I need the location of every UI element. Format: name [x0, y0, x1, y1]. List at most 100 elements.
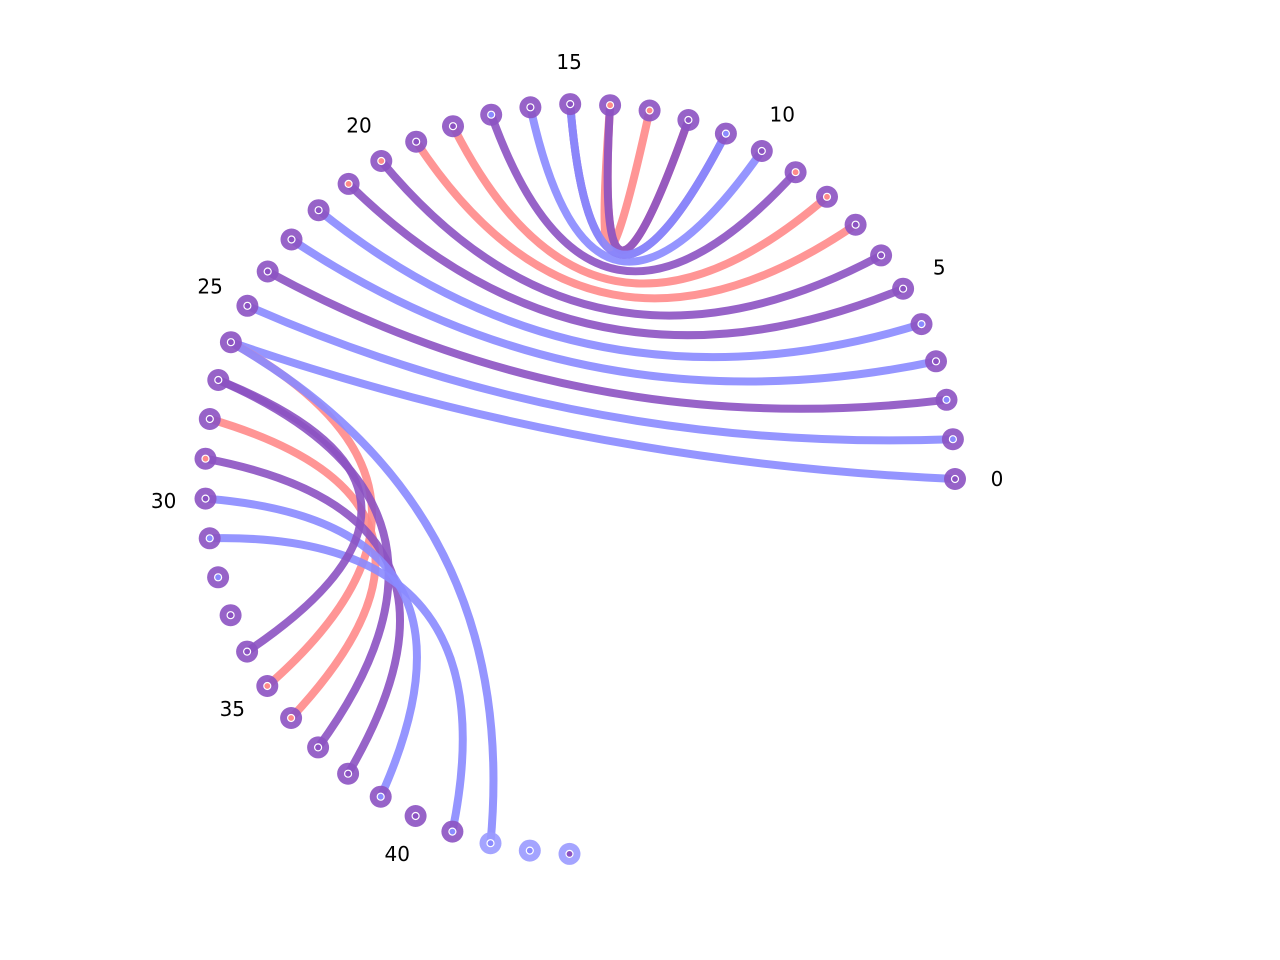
tick-label-35: 35	[220, 697, 245, 721]
node-center	[214, 573, 223, 582]
node-4	[910, 313, 933, 336]
edge-7-19	[412, 137, 860, 303]
node-40	[404, 805, 427, 827]
node-13	[638, 99, 661, 122]
node-center	[950, 474, 960, 484]
node-11	[714, 122, 737, 145]
edge-31-41	[205, 534, 467, 836]
node-center	[287, 713, 296, 723]
node-33	[219, 604, 242, 627]
edge-10-16	[526, 103, 766, 266]
node-center	[565, 849, 574, 859]
node-center	[486, 839, 495, 848]
node-10	[750, 140, 773, 162]
node-center	[377, 156, 386, 166]
edge-3-23	[287, 235, 940, 386]
node-24	[256, 260, 279, 283]
node-20	[370, 150, 393, 172]
node-center	[314, 206, 323, 215]
edge-8-18	[449, 122, 831, 288]
node-center	[448, 827, 457, 836]
node-44	[558, 842, 581, 865]
node-center	[757, 146, 766, 156]
node-center	[205, 534, 214, 543]
node-12	[677, 109, 700, 131]
node-center	[876, 251, 886, 260]
node-center	[412, 137, 421, 146]
node-center	[917, 320, 926, 329]
node-18	[442, 115, 464, 138]
node-center	[344, 179, 353, 188]
node-27	[207, 369, 230, 391]
node-0	[944, 468, 966, 490]
tick-label-5: 5	[933, 255, 946, 279]
node-25	[236, 294, 259, 317]
node-layer	[194, 93, 966, 865]
node-center	[214, 375, 223, 385]
node-center	[411, 811, 420, 821]
node-28	[198, 408, 221, 430]
node-35	[256, 675, 279, 697]
node-31	[198, 527, 221, 550]
node-center	[487, 110, 496, 119]
tick-label-20: 20	[346, 113, 371, 137]
tick-label-10: 10	[769, 102, 794, 126]
node-center	[931, 357, 941, 366]
node-center	[948, 435, 958, 444]
node-39	[369, 785, 392, 808]
node-3	[925, 350, 947, 373]
tick-label-0: 0	[991, 467, 1004, 491]
edge-6-20	[377, 157, 886, 320]
node-center	[226, 338, 235, 347]
node-center	[243, 301, 252, 310]
node-center	[287, 235, 296, 244]
node-center	[851, 220, 860, 229]
node-42	[479, 832, 502, 855]
edge-4-22	[314, 206, 926, 362]
node-26	[219, 331, 242, 354]
node-38	[337, 762, 360, 785]
node-center	[822, 192, 832, 201]
tick-label-30: 30	[151, 489, 176, 513]
node-center	[566, 99, 575, 109]
edge-26-42	[226, 338, 498, 848]
node-center	[684, 115, 693, 125]
edge-0-26	[226, 338, 959, 483]
node-6	[870, 244, 893, 267]
tick-label-layer: 0 5 10 15 20 25 30 35 40	[151, 50, 1003, 866]
node-center	[263, 681, 272, 691]
node-center	[243, 647, 252, 656]
tick-label-15: 15	[556, 50, 581, 74]
node-29	[194, 447, 217, 470]
node-8	[816, 185, 838, 208]
node-center	[344, 769, 353, 778]
node-center	[645, 106, 654, 115]
edge-1-25	[243, 301, 957, 445]
node-32	[207, 566, 230, 589]
node-30	[194, 487, 217, 510]
node-34	[236, 640, 259, 663]
node-center	[448, 122, 458, 131]
node-center	[205, 414, 214, 424]
node-center	[314, 743, 323, 752]
node-center	[226, 611, 235, 620]
edge-layer	[201, 100, 959, 848]
edge-2-24	[263, 267, 951, 413]
node-5	[892, 277, 915, 300]
node-41	[441, 820, 464, 843]
tick-label-40: 40	[384, 842, 409, 866]
node-15	[559, 93, 582, 116]
edge-5-21	[344, 179, 908, 340]
node-center	[525, 846, 534, 855]
node-17	[480, 103, 503, 126]
node-2	[935, 388, 958, 411]
node-center	[376, 792, 385, 801]
node-center	[942, 395, 951, 404]
node-7	[844, 213, 867, 236]
node-center	[201, 494, 210, 503]
node-center	[526, 103, 535, 112]
node-center	[605, 101, 615, 110]
node-center	[263, 267, 272, 276]
node-center	[898, 284, 908, 293]
